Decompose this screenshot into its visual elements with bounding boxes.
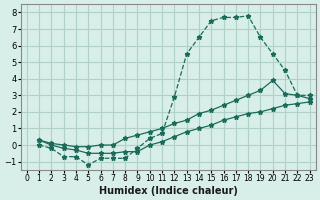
X-axis label: Humidex (Indice chaleur): Humidex (Indice chaleur) <box>99 186 238 196</box>
